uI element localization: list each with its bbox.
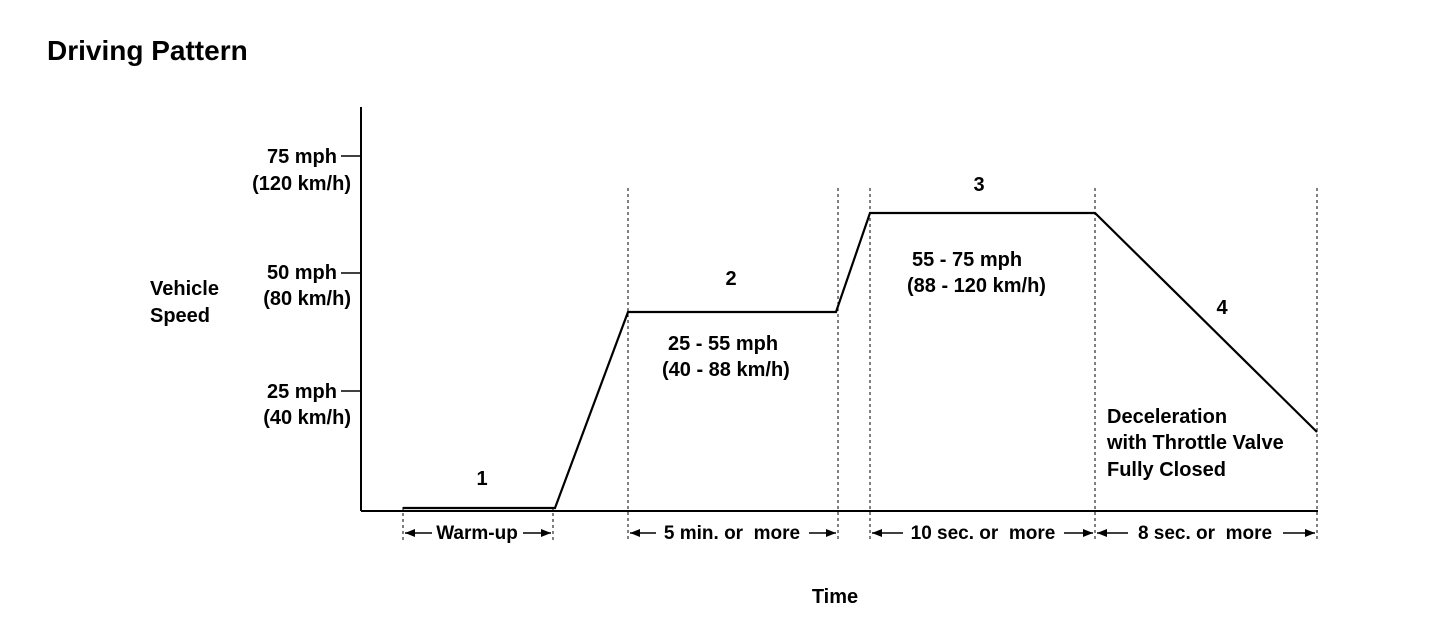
phase2-speed-kmh: (40 - 88 km/h) [662, 359, 790, 381]
duration-label-warmup: Warm-up [436, 523, 518, 544]
y-tick-label-50-mph: 50 mph [267, 262, 337, 284]
y-axis-label-line1: Vehicle [150, 278, 219, 300]
duration-label-phase2: 5 min. or more [664, 523, 800, 544]
phase4-note-line3: Fully Closed [1107, 459, 1226, 481]
phase-number-4: 4 [1216, 297, 1228, 319]
phase2-speed-mph: 25 - 55 mph [668, 333, 778, 355]
y-tick-label-25-mph: 25 mph [267, 381, 337, 403]
diagram-title: Driving Pattern [47, 35, 248, 66]
phase-number-3: 3 [973, 174, 984, 196]
phase-number-2: 2 [725, 268, 736, 290]
duration-label-phase4: 8 sec. or more [1138, 523, 1272, 544]
phase4-note-line2: with Throttle Valve [1106, 432, 1284, 454]
y-tick-label-80-kmh: (80 km/h) [263, 288, 351, 310]
phase3-speed-kmh: (88 - 120 km/h) [907, 275, 1046, 297]
phase3-speed-mph: 55 - 75 mph [912, 249, 1022, 271]
y-tick-label-75-mph: 75 mph [267, 146, 337, 168]
y-axis-label-line2: Speed [150, 305, 210, 327]
y-tick-label-120-kmh: (120 km/h) [252, 173, 351, 195]
duration-label-phase3: 10 sec. or more [911, 523, 1056, 544]
speed-profile-line [403, 211, 1318, 510]
phase-number-1: 1 [476, 468, 487, 490]
phase4-note-line1: Deceleration [1107, 406, 1227, 428]
x-axis-label: Time [812, 586, 858, 608]
y-tick-label-40-kmh: (40 km/h) [263, 407, 351, 429]
